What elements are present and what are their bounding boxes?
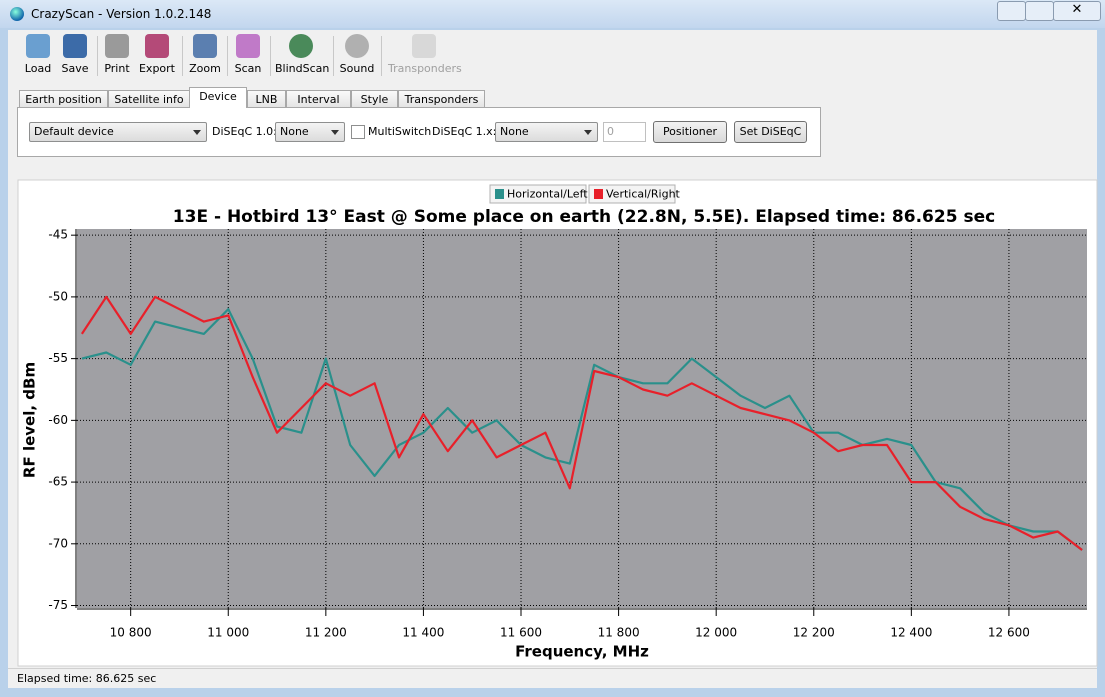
- x-tick-label: 12 200: [793, 626, 835, 640]
- y-tick-label: -50: [48, 289, 68, 303]
- app-icon: [10, 7, 24, 21]
- tab[interactable]: LNB: [247, 90, 286, 107]
- legend-label: Horizontal/Left: [507, 188, 588, 201]
- button-label: BlindScan: [275, 62, 330, 75]
- chart-title: 13E - Hotbird 13° East @ Some place on e…: [173, 207, 995, 227]
- x-tick-label: 11 800: [598, 626, 640, 640]
- toolbar-button[interactable]: Print: [101, 34, 133, 75]
- y-tick-label: -65: [48, 475, 68, 489]
- toolbar-button[interactable]: BlindScan: [275, 34, 330, 75]
- title-bar: CrazyScan - Version 1.0.2.148 ✕: [0, 0, 1105, 28]
- y-tick-label: -70: [48, 536, 68, 550]
- toolbar-button[interactable]: Save: [59, 34, 91, 75]
- button-label: Scan: [234, 62, 262, 75]
- legend-swatch: [495, 189, 504, 199]
- x-tick-label: 10 800: [110, 626, 152, 640]
- x-tick-label: 11 200: [305, 626, 347, 640]
- tab[interactable]: Earth position: [19, 90, 108, 107]
- label: DiSEqC 1.0:: [212, 125, 277, 138]
- y-axis-label: RF level, dBm: [21, 362, 39, 478]
- checkbox[interactable]: [351, 125, 365, 139]
- x-tick-label: 11 400: [402, 626, 444, 640]
- tab[interactable]: Interval: [286, 90, 351, 107]
- status-bar: Elapsed time: 86.625 sec: [8, 668, 1097, 689]
- y-tick-label: -45: [48, 228, 68, 242]
- set-diseqc-button[interactable]: Set DiSEqC: [734, 121, 807, 143]
- button-label: Export: [138, 62, 175, 75]
- tab[interactable]: Style: [351, 90, 398, 107]
- tab[interactable]: Transponders: [398, 90, 485, 107]
- y-tick-label: -55: [48, 351, 68, 365]
- separator: [270, 36, 271, 76]
- button-label: Zoom: [189, 62, 221, 75]
- button-label: Load: [24, 62, 52, 75]
- chart: 13E - Hotbird 13° East @ Some place on e…: [17, 179, 1098, 667]
- legend-swatch: [594, 189, 603, 199]
- diseqc1x-select[interactable]: None: [495, 122, 598, 142]
- separator: [333, 36, 334, 76]
- spin-box[interactable]: 0: [603, 122, 646, 142]
- button-label: Save: [61, 62, 89, 75]
- toolbar-button[interactable]: Sound: [339, 34, 375, 75]
- separator: [227, 36, 228, 76]
- positioner-button[interactable]: Positioner: [653, 121, 727, 143]
- series-line: [80, 295, 1083, 551]
- x-axis-label: Frequency, MHz: [515, 643, 649, 661]
- x-tick-label: 12 000: [695, 626, 737, 640]
- device-select[interactable]: Default device: [29, 122, 207, 142]
- tab[interactable]: Satellite info: [108, 90, 190, 107]
- separator: [97, 36, 98, 76]
- status-text: Elapsed time: 86.625 sec: [17, 672, 157, 685]
- button-label: Transponders: [388, 62, 462, 75]
- x-tick-label: 12 600: [988, 626, 1030, 640]
- x-tick-label: 12 400: [890, 626, 932, 640]
- legend-label: Vertical/Right: [606, 188, 681, 201]
- separator: [381, 36, 382, 76]
- toolbar-button[interactable]: Load: [22, 34, 54, 75]
- button-label: Print: [104, 62, 130, 75]
- diseqc10-select[interactable]: None: [275, 122, 345, 142]
- window-title: CrazyScan - Version 1.0.2.148: [31, 7, 212, 21]
- toolbar-button[interactable]: Export: [137, 34, 177, 75]
- label: DiSEqC 1.x:: [432, 125, 497, 138]
- toolbar-button[interactable]: Zoom: [188, 34, 222, 75]
- close-button[interactable]: ✕: [1053, 1, 1101, 21]
- toolbar-button[interactable]: Transponders: [388, 34, 462, 75]
- series-line: [81, 308, 1083, 551]
- legend-item[interactable]: [588, 184, 676, 204]
- tab-active[interactable]: Device: [189, 87, 247, 108]
- x-tick-label: 11 000: [207, 626, 249, 640]
- x-tick-label: 11 600: [500, 626, 542, 640]
- toolbar-button[interactable]: Scan: [232, 34, 264, 75]
- y-tick-label: -60: [48, 413, 68, 427]
- button-label: Sound: [339, 62, 375, 75]
- label: MultiSwitch: [368, 125, 432, 138]
- separator: [182, 36, 183, 76]
- legend-item[interactable]: [489, 184, 587, 204]
- y-tick-label: -75: [48, 598, 68, 612]
